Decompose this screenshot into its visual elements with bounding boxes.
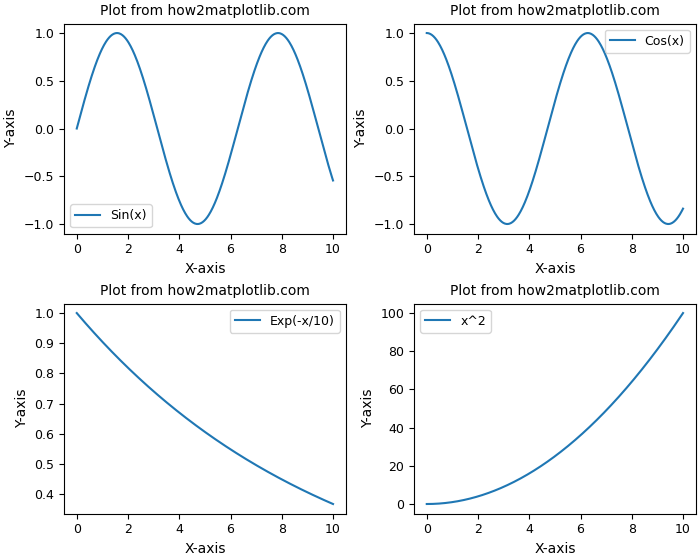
Exp(-x/10): [196, 425, 204, 432]
Sin(x): [329, 177, 337, 184]
Y-axis label: Y-axis: Y-axis: [4, 109, 18, 148]
x^2: [679, 310, 687, 316]
Sin(x): [193, 221, 202, 227]
Line: Sin(x): Sin(x): [77, 33, 333, 224]
Exp(-x/10): [323, 498, 331, 505]
Line: Exp(-x/10): Exp(-x/10): [77, 313, 333, 504]
Exp(-x/10): [211, 436, 220, 442]
x^2: [546, 456, 554, 463]
Legend: Exp(-x/10): Exp(-x/10): [230, 310, 340, 333]
Cos(x): [673, 214, 682, 221]
Y-axis label: Y-axis: Y-axis: [360, 389, 374, 428]
Line: Cos(x): Cos(x): [427, 33, 683, 224]
Cos(x): [545, 120, 553, 127]
Exp(-x/10): [283, 479, 291, 486]
Sin(x): [211, 197, 220, 204]
Cos(x): [423, 30, 431, 36]
x^2: [633, 372, 641, 379]
x^2: [673, 319, 681, 325]
Exp(-x/10): [225, 445, 234, 452]
Cos(x): [546, 114, 554, 121]
Cos(x): [575, 34, 584, 41]
Sin(x): [284, 36, 292, 43]
Legend: Sin(x): Sin(x): [70, 204, 152, 227]
Exp(-x/10): [195, 424, 203, 431]
Sin(x): [196, 220, 204, 227]
x^2: [561, 445, 570, 451]
x^2: [423, 501, 431, 507]
X-axis label: X-axis: X-axis: [184, 262, 225, 276]
Cos(x): [633, 159, 641, 166]
x^2: [545, 458, 553, 464]
Title: Plot from how2matplotlib.com: Plot from how2matplotlib.com: [450, 4, 660, 18]
Sin(x): [274, 30, 282, 36]
Exp(-x/10): [329, 501, 337, 507]
Legend: x^2: x^2: [420, 310, 491, 333]
Line: x^2: x^2: [427, 313, 683, 504]
Y-axis label: Y-axis: Y-axis: [15, 389, 29, 428]
Sin(x): [323, 160, 332, 167]
Title: Plot from how2matplotlib.com: Plot from how2matplotlib.com: [450, 284, 660, 298]
Sin(x): [195, 221, 203, 227]
X-axis label: X-axis: X-axis: [184, 542, 225, 556]
Sin(x): [225, 155, 234, 161]
X-axis label: X-axis: X-axis: [534, 262, 575, 276]
X-axis label: X-axis: X-axis: [534, 542, 575, 556]
Exp(-x/10): [73, 310, 81, 316]
Sin(x): [73, 125, 81, 132]
Cos(x): [561, 62, 570, 69]
Y-axis label: Y-axis: Y-axis: [354, 109, 368, 148]
Legend: Cos(x): Cos(x): [605, 30, 690, 53]
Cos(x): [679, 206, 687, 212]
x^2: [575, 433, 584, 440]
Title: Plot from how2matplotlib.com: Plot from how2matplotlib.com: [100, 284, 310, 298]
Title: Plot from how2matplotlib.com: Plot from how2matplotlib.com: [100, 4, 310, 18]
Cos(x): [503, 221, 512, 227]
